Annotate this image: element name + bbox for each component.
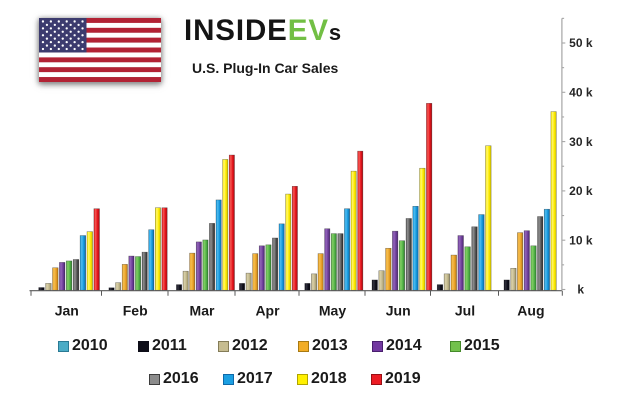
svg-text:k: k bbox=[577, 283, 584, 297]
svg-text:Jan: Jan bbox=[55, 303, 79, 319]
svg-text:50 k: 50 k bbox=[569, 36, 593, 50]
svg-text:Jun: Jun bbox=[386, 303, 411, 319]
svg-text:Jul: Jul bbox=[455, 303, 475, 319]
svg-text:Mar: Mar bbox=[190, 303, 215, 319]
svg-text:10 k: 10 k bbox=[569, 233, 593, 247]
svg-text:Aug: Aug bbox=[517, 303, 544, 319]
svg-text:30 k: 30 k bbox=[569, 135, 593, 149]
svg-text:May: May bbox=[319, 303, 346, 319]
svg-text:40 k: 40 k bbox=[569, 86, 593, 100]
svg-text:Feb: Feb bbox=[123, 303, 148, 319]
svg-text:20 k: 20 k bbox=[569, 184, 593, 198]
svg-text:Apr: Apr bbox=[255, 303, 280, 319]
